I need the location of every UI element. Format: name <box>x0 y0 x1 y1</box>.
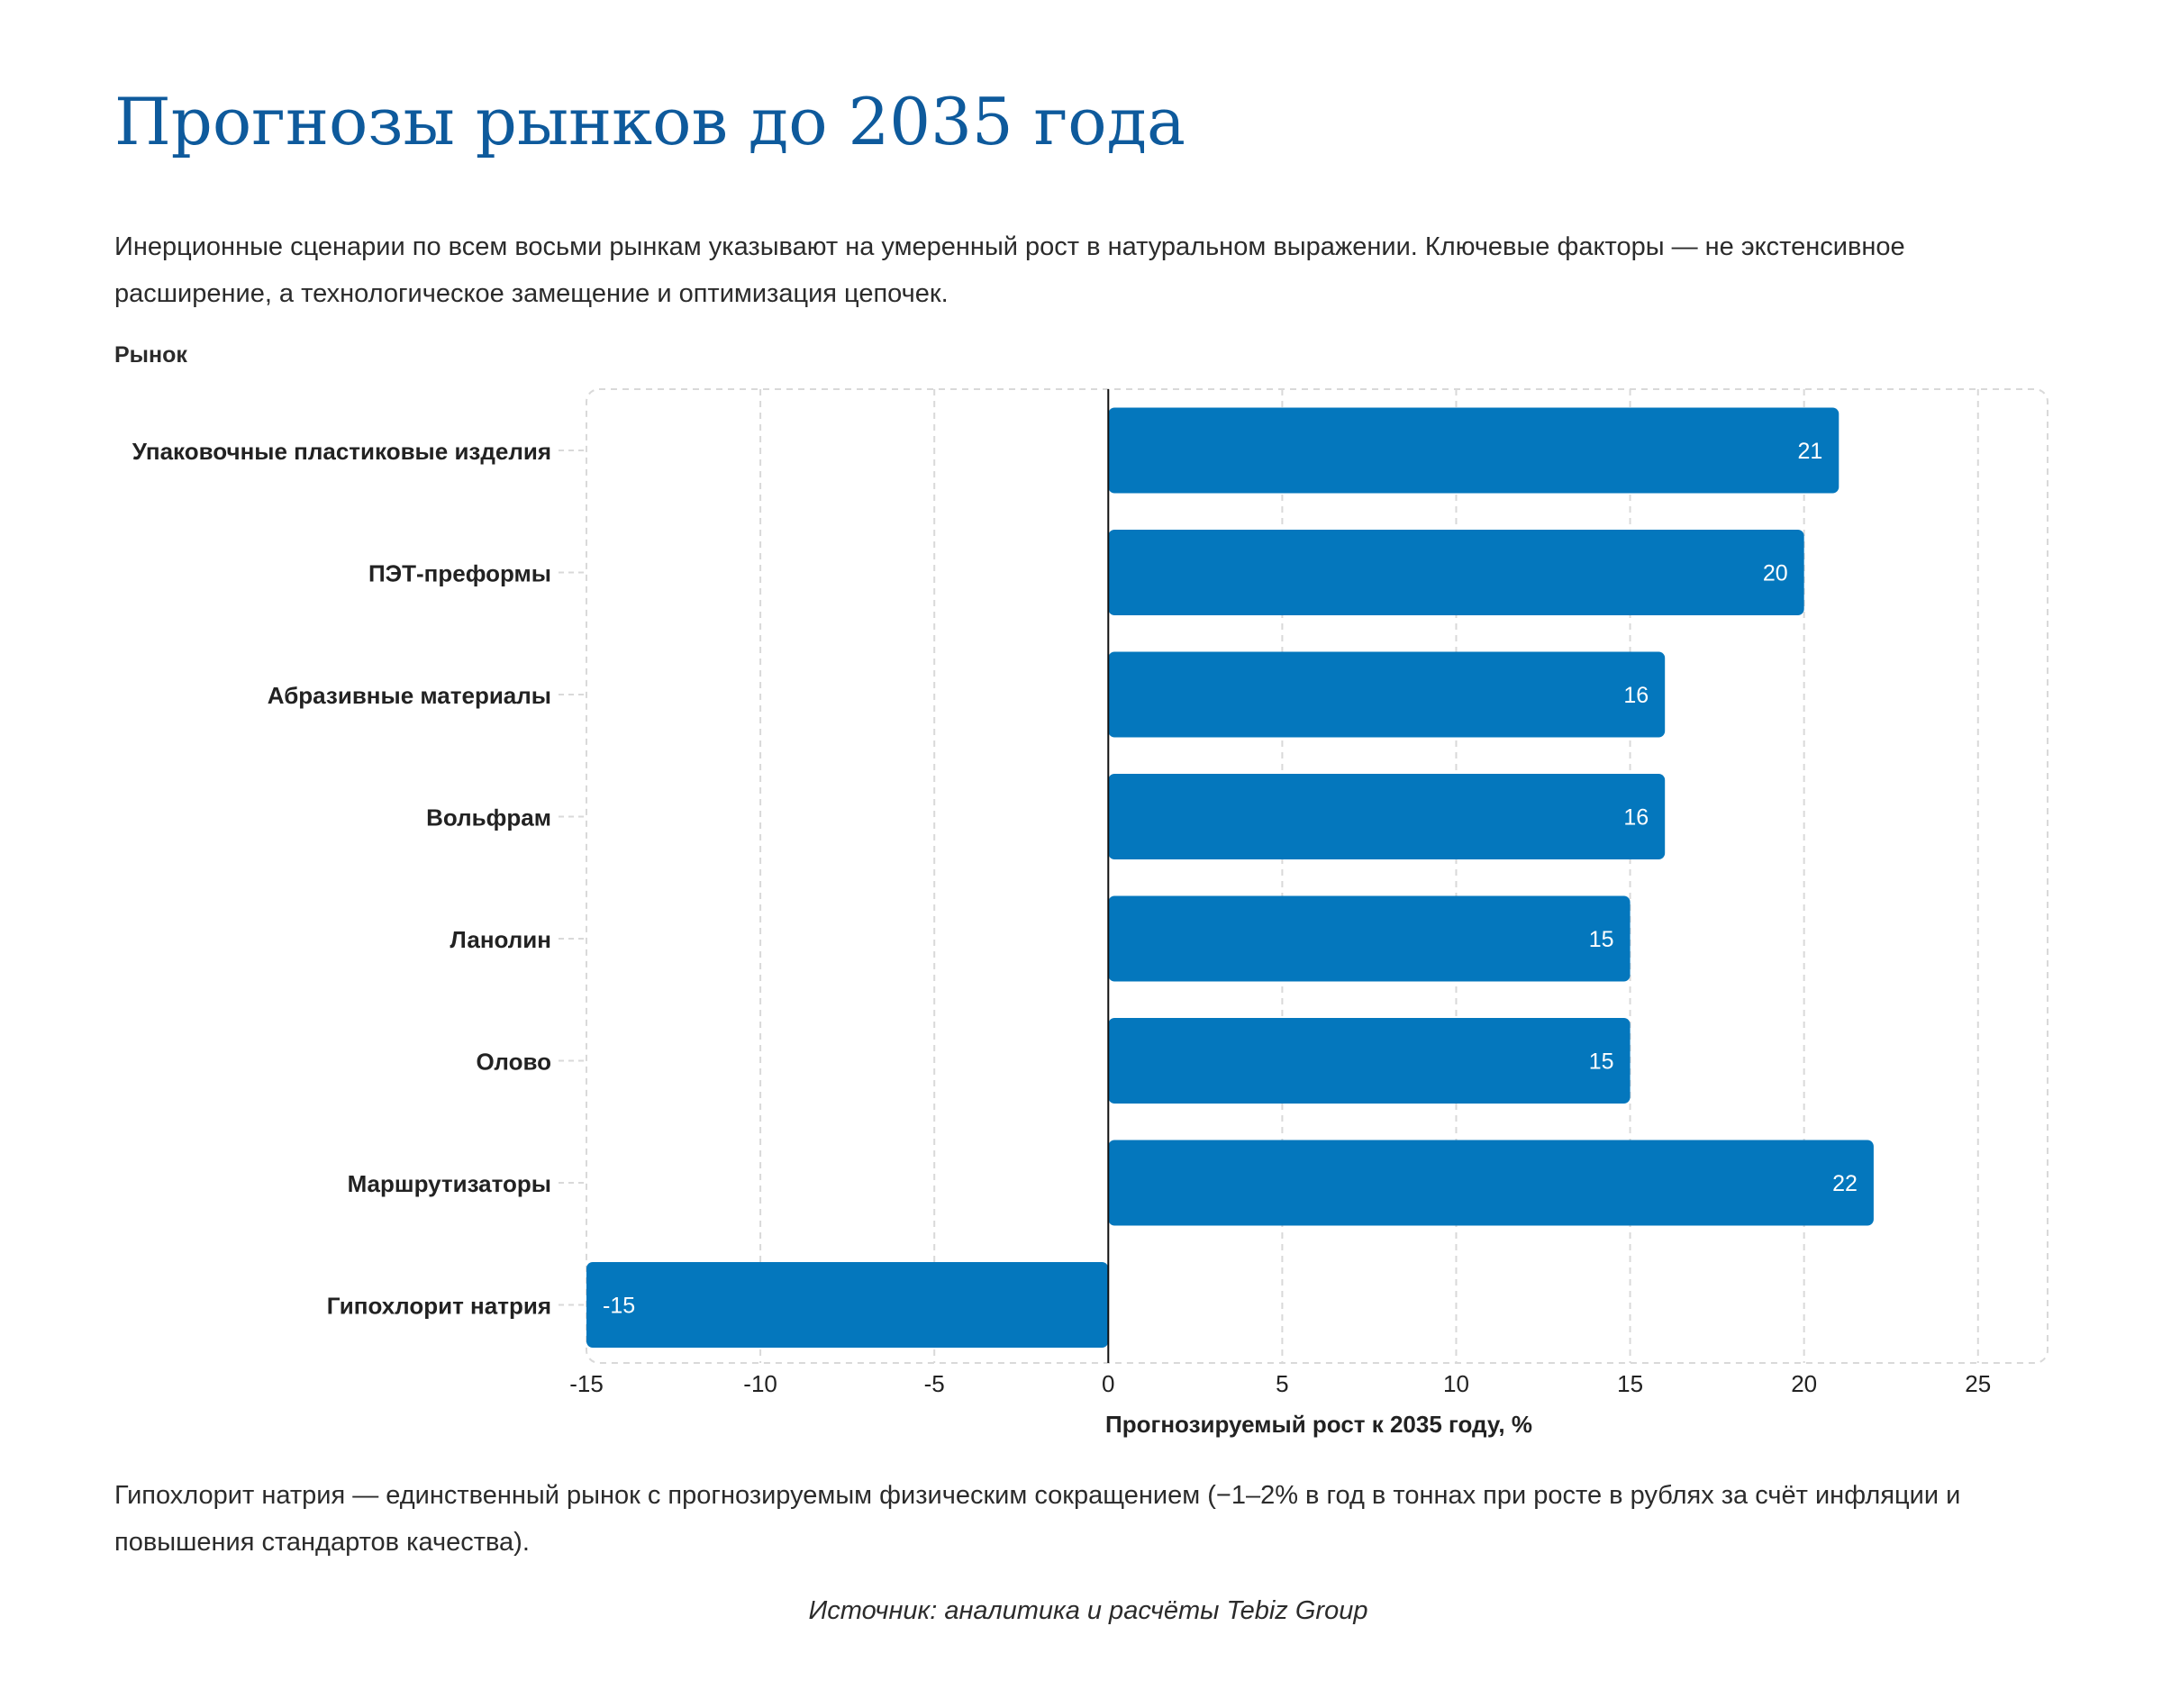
category-label: Олово <box>477 1049 551 1076</box>
y-axis-title: Рынок <box>114 342 187 368</box>
category-label: Гипохлорит натрия <box>327 1293 551 1320</box>
plot-frame <box>586 388 2048 1364</box>
bar-value-label: 20 <box>1763 561 1788 586</box>
bar-value-label: 16 <box>1623 805 1649 831</box>
bar-value-label: 15 <box>1589 1049 1614 1075</box>
bar-value-label: 16 <box>1623 683 1649 708</box>
source-note: Источник: аналитика и расчёты Tebiz Grou… <box>808 1596 1368 1625</box>
bar <box>1108 895 1631 982</box>
category-label: Ланолин <box>450 926 552 953</box>
x-tick-label: 15 <box>1617 1370 1643 1397</box>
bar <box>586 1262 1109 1348</box>
x-tick-label: 5 <box>1276 1370 1288 1397</box>
bar-value-label: 15 <box>1589 927 1614 952</box>
category-label: Маршрутизаторы <box>348 1170 551 1197</box>
bar <box>1108 1140 1874 1226</box>
footnote: Гипохлорит натрия — единственный рынок с… <box>114 1481 1961 1557</box>
x-axis-title: Прогнозируемый рост к 2035 году, % <box>1105 1411 1532 1438</box>
x-tick-label: 10 <box>1443 1370 1469 1397</box>
bar <box>1108 530 1804 615</box>
bar-value-label: -15 <box>603 1294 635 1319</box>
x-tick-label: -5 <box>924 1370 945 1397</box>
category-label: ПЭТ-преформы <box>368 560 551 587</box>
category-label: Вольфрам <box>426 804 551 831</box>
page-title: Прогнозы рынков до 2035 года <box>114 84 1185 159</box>
bar <box>1108 651 1666 738</box>
x-tick-label: 25 <box>1965 1370 1991 1397</box>
category-label: Абразивные материалы <box>268 682 551 709</box>
x-tick-label: 0 <box>1102 1370 1114 1397</box>
intro-paragraph: Инерционные сценарии по всем восьми рынк… <box>114 232 1905 308</box>
bar <box>1108 774 1666 859</box>
bar <box>1108 1018 1631 1104</box>
x-tick-label: 20 <box>1791 1370 1817 1397</box>
bar-value-label: 22 <box>1832 1171 1858 1196</box>
x-tick-label: -10 <box>743 1370 777 1397</box>
bar <box>1108 407 1840 494</box>
category-label: Упаковочные пластиковые изделия <box>132 438 551 465</box>
x-tick-label: -15 <box>569 1370 604 1397</box>
bar-value-label: 21 <box>1797 439 1822 464</box>
